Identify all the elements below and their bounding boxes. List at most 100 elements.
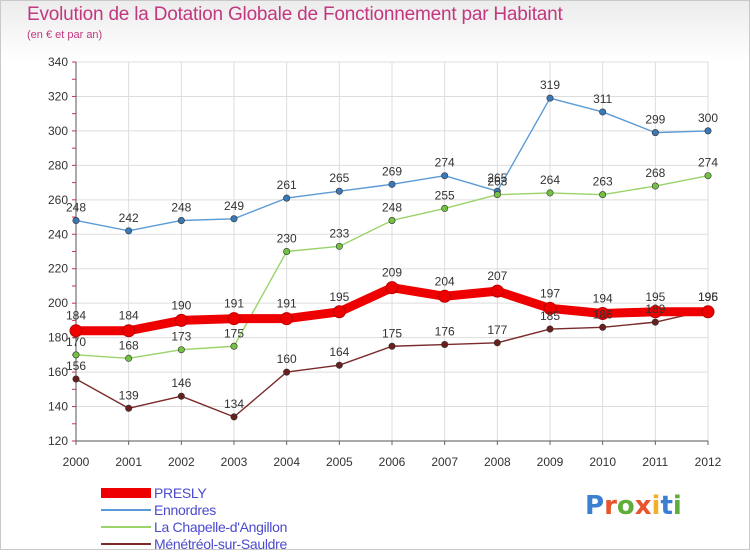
data-label: 299 [645,113,665,127]
data-point [599,108,607,116]
data-point [69,324,83,338]
data-point [651,129,659,137]
logo-letter: r [604,491,617,521]
data-point [177,392,185,400]
data-label: 269 [382,164,402,178]
data-label: 230 [277,232,297,246]
data-label: 274 [698,156,718,170]
data-point [230,215,238,223]
data-point [283,194,291,202]
logo-letter: i [651,491,661,521]
data-point [177,346,185,354]
y-tick-label: 340 [48,55,68,69]
data-label: 195 [645,290,665,304]
data-label: 319 [540,78,560,92]
legend-swatch-menetreol [101,543,151,545]
y-tick-label: 260 [48,193,68,207]
data-point [125,354,133,362]
data-point [125,404,133,412]
data-label: 249 [224,199,244,213]
data-point [230,342,238,350]
data-label: 186 [593,307,613,321]
data-point [648,305,662,319]
chart-title: Evolution de la Dotation Globale de Fonc… [27,4,563,25]
x-tick-label: 2000 [63,455,90,469]
data-point [174,313,188,327]
data-label: 204 [435,274,455,288]
data-point [599,191,607,199]
data-label: 176 [435,325,455,339]
data-label: 248 [382,200,402,214]
logo-letter: o [616,491,635,521]
data-label: 263 [487,175,507,189]
logo-letter: x [634,491,652,521]
data-label: 177 [487,323,507,337]
chart-subtitle: (en € et par an) [27,29,103,41]
x-tick-label: 2005 [326,455,353,469]
y-tick-label: 140 [48,400,68,414]
proxiti-logo: Proxiti [585,491,682,521]
data-point [543,301,557,315]
data-point [332,305,346,319]
data-point [704,172,712,180]
data-label: 195 [329,290,349,304]
x-tick-label: 2004 [273,455,300,469]
legend-label-la-chapelle: La Chapelle-d'Angillon [154,519,288,535]
data-point [125,227,133,235]
legend-swatch-ennordres [101,509,151,511]
data-label: 242 [119,211,139,225]
data-point [441,204,449,212]
data-label: 248 [66,200,86,214]
data-point [490,284,504,298]
data-point [177,216,185,224]
data-label: 170 [66,335,86,349]
data-label: 265 [487,171,507,185]
data-point [72,351,80,359]
data-label: 184 [66,309,86,323]
y-tick-label: 120 [48,434,68,448]
x-tick-label: 2010 [589,455,616,469]
data-point [651,318,659,326]
data-label: 264 [540,173,560,187]
data-point [388,342,396,350]
data-label: 160 [277,352,297,366]
data-point [72,216,80,224]
data-point [280,312,294,326]
data-label: 184 [119,309,139,323]
data-label: 209 [382,266,402,280]
data-label: 197 [540,286,560,300]
data-label: 248 [171,200,191,214]
series-presly [69,281,715,338]
data-point [493,191,501,199]
data-label: 175 [382,326,402,340]
y-tick-label: 200 [48,296,68,310]
data-label: 311 [593,92,612,106]
data-point [441,172,449,180]
data-point [493,339,501,347]
y-tick-label: 320 [48,89,68,103]
legend-label-presly: PRESLY [154,485,207,501]
logo-letter: t [660,491,673,521]
x-tick-label: 2012 [695,455,722,469]
data-point [651,182,659,190]
series-la-chapelle-d-angillon [72,172,712,362]
data-label: 268 [645,166,665,180]
data-label: 261 [277,178,297,192]
x-tick-label: 2009 [537,455,564,469]
data-point [546,325,554,333]
data-label: 185 [540,309,560,323]
data-label: 156 [66,359,86,373]
data-point [335,242,343,250]
data-point [596,307,610,321]
legend-label-menetreol: Ménétréol-sur-Sauldre [154,536,287,552]
x-tick-label: 2001 [115,455,142,469]
y-tick-label: 280 [48,158,68,172]
data-label: 274 [435,156,455,170]
data-label: 173 [171,330,191,344]
data-point [335,361,343,369]
data-point [704,127,712,135]
y-tick-label: 180 [48,331,68,345]
data-label: 134 [224,397,244,411]
y-tick-label: 240 [48,227,68,241]
